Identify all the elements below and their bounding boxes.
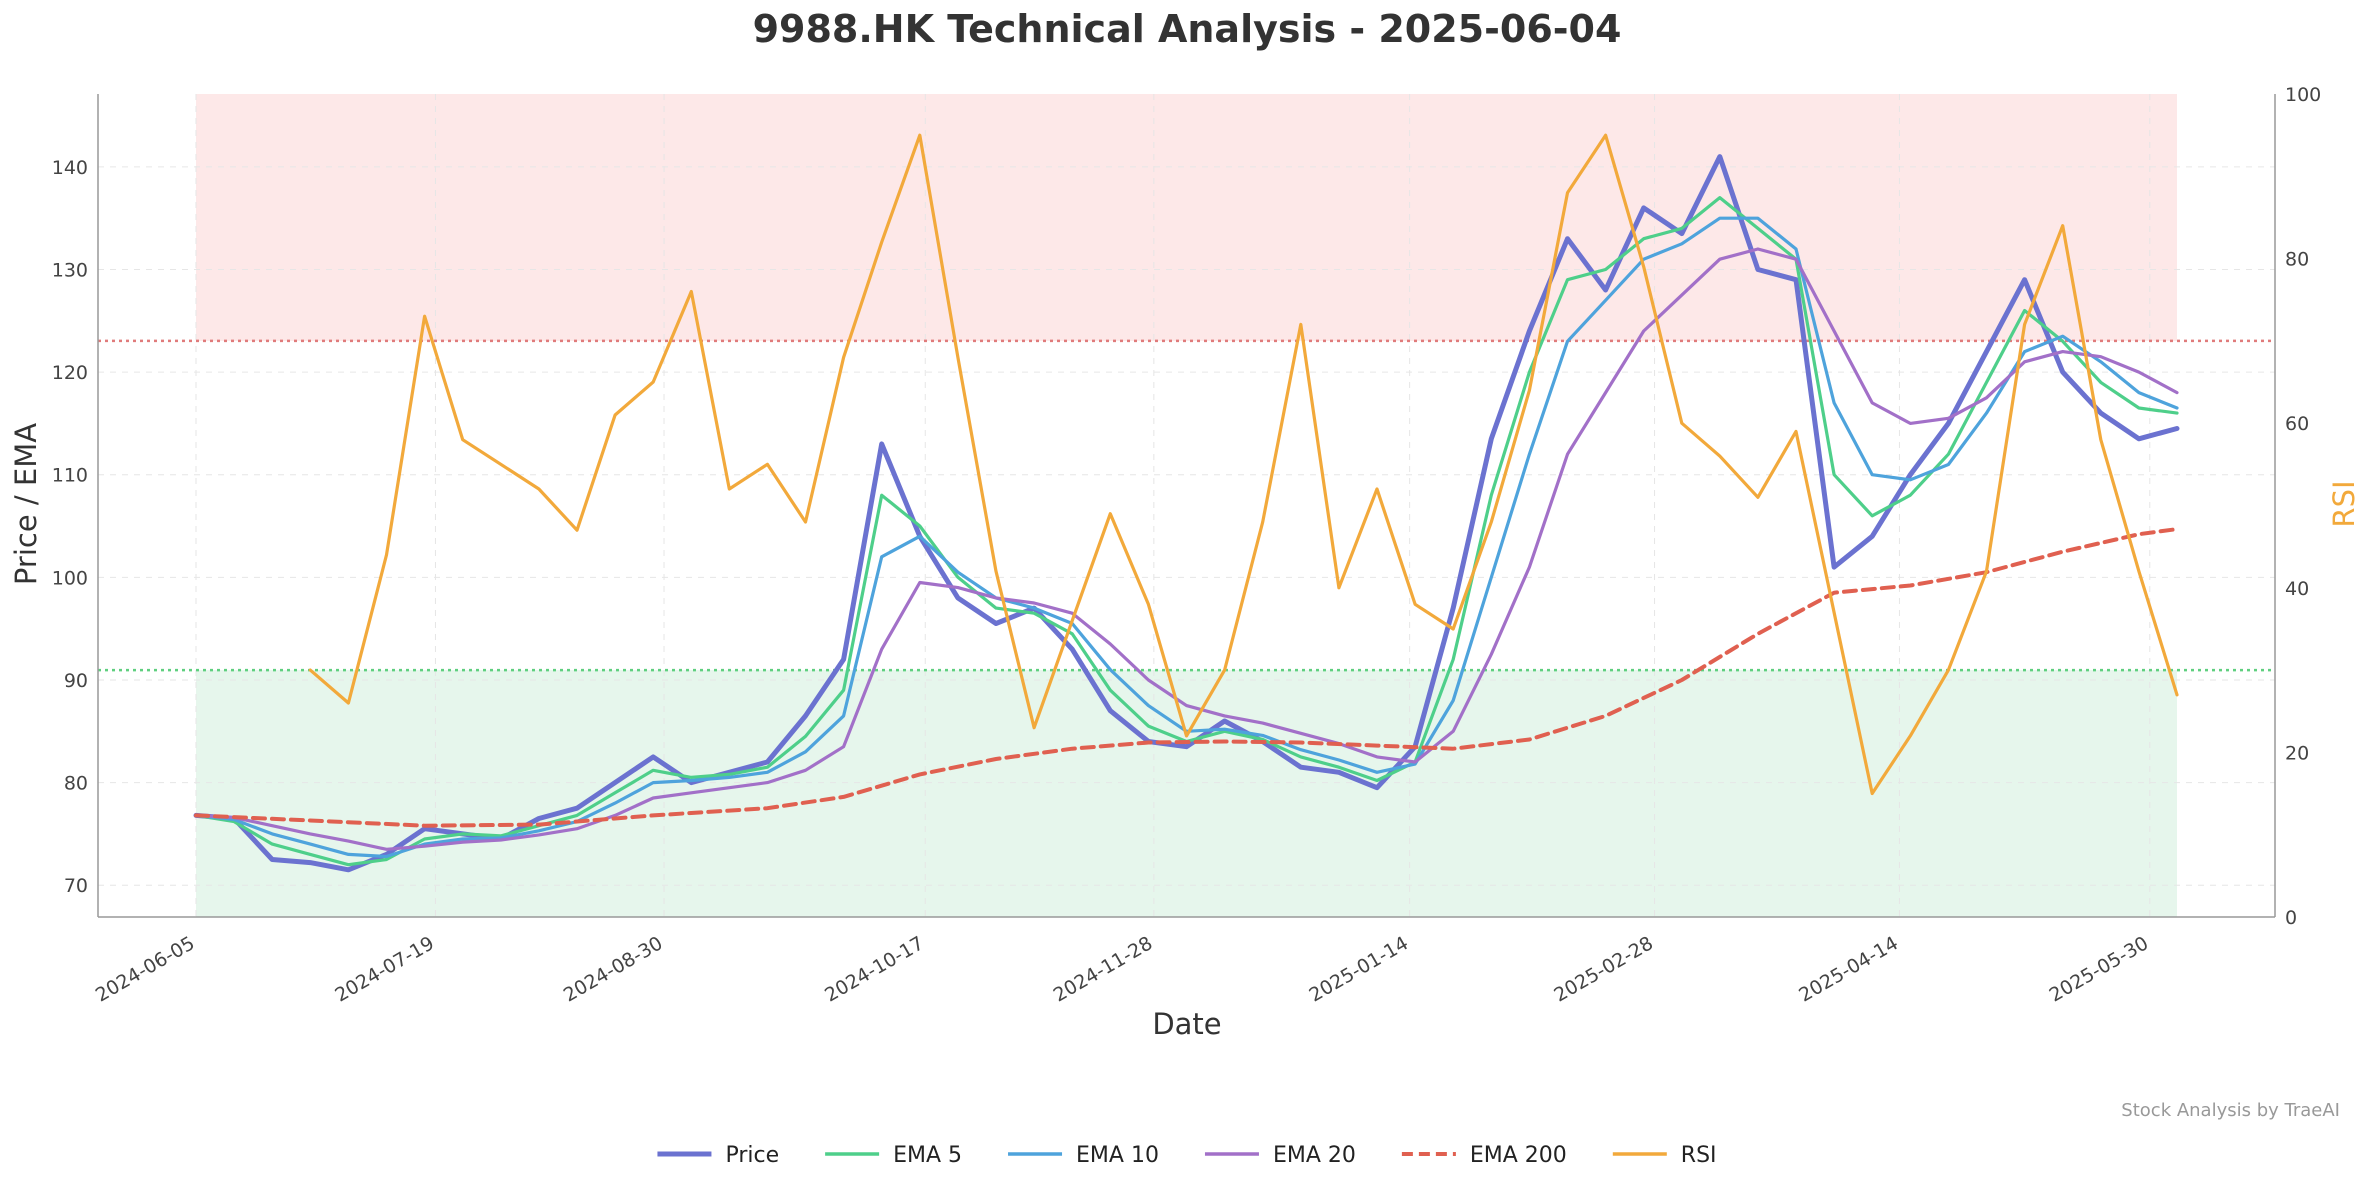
legend-label: Price [725,1143,779,1168]
rsi-tick-label: 100 [2285,84,2321,106]
y-tick-label: 80 [64,773,88,795]
y-tick-label: 140 [52,157,88,179]
legend-label: EMA 10 [1076,1143,1159,1168]
rsi-tick-label: 40 [2285,578,2309,600]
series-line-rsi [308,133,2179,796]
legend-label: EMA 5 [893,1143,962,1168]
rsi-tick-label: 80 [2285,249,2309,271]
y-tick-label: 90 [64,670,88,692]
overbought-zone [196,94,2177,341]
oversold-zone [196,670,2177,917]
rsi-axis-label: RSI [2327,480,2361,527]
y-tick-label: 130 [52,259,88,281]
y-tick-label: 70 [64,875,88,897]
x-axis-label: Date [1152,1007,1221,1041]
series-line-ema-200 [194,527,2179,828]
legend: Price EMA 5 EMA 10 EMA 20 EMA 200 RSI [657,1143,1717,1168]
legend-label: RSI [1681,1143,1717,1168]
rsi-tick-label: 0 [2285,907,2297,929]
chart-title: 9988.HK Technical Analysis - 2025-06-04 [753,7,1622,51]
legend-label: EMA 20 [1273,1143,1356,1168]
y-tick-label: 120 [52,362,88,384]
watermark-text: Stock Analysis by TraeAI [2121,1100,2340,1121]
y-axis-label: Price / EMA [9,423,43,585]
y-tick-label: 100 [52,567,88,589]
y-tick-label: 110 [52,465,88,487]
rsi-tick-label: 60 [2285,413,2309,435]
rsi-tick-label: 20 [2285,742,2309,764]
series-line-ema-20 [194,247,2179,851]
legend-label: EMA 200 [1470,1143,1567,1168]
